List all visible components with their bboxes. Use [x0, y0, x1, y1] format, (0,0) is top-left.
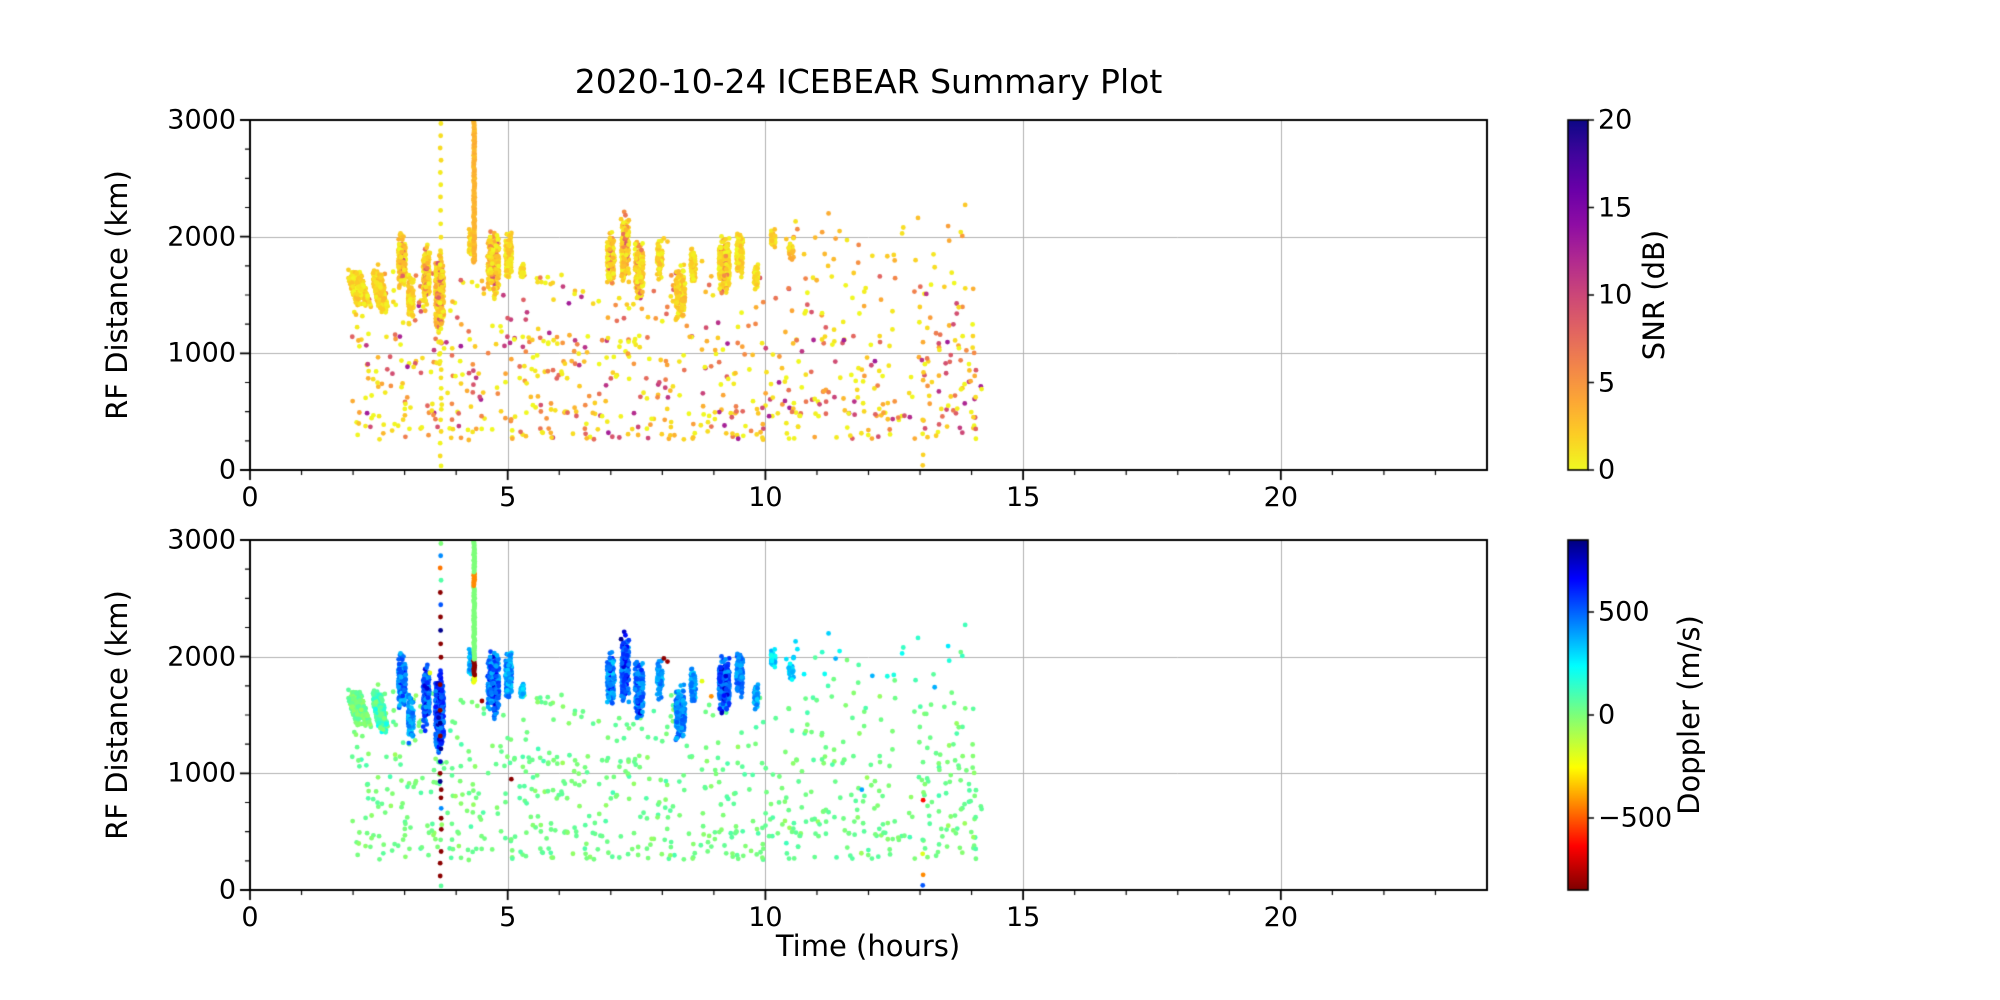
colorbar-tick-label: 5	[1598, 367, 1616, 398]
x-tick-label: 15	[1005, 902, 1041, 933]
y-axis-label-snr-panel: RF Distance (km)	[100, 170, 135, 420]
colorbar-tick-label: 15	[1598, 192, 1633, 223]
x-tick-label: 5	[499, 902, 517, 933]
y-tick-label: 3000	[167, 524, 236, 556]
colorbar-label-snr: SNR (dB)	[1637, 229, 1672, 361]
y-tick-label: 2000	[167, 221, 236, 253]
x-tick-label: 10	[748, 902, 783, 933]
x-tick-label: 20	[1263, 902, 1299, 933]
colorbar-tick-label: 0	[1598, 699, 1616, 731]
y-tick-label: 1000	[167, 757, 236, 789]
x-tick-label: 0	[241, 902, 259, 933]
y-tick-label: 2000	[167, 641, 236, 673]
y-tick-label: 0	[218, 874, 236, 906]
x-axis-label: Time (hours)	[775, 929, 961, 963]
colorbar-tick-label: 500	[1598, 596, 1650, 628]
y-tick-label: 0	[218, 454, 236, 486]
colorbar-tick-label: 0	[1598, 454, 1616, 486]
x-tick-label: 10	[748, 482, 783, 513]
colorbar-tick-label: 10	[1598, 279, 1633, 311]
x-tick-label: 0	[241, 482, 259, 513]
y-tick-label: 3000	[167, 104, 236, 136]
colorbar-label-doppler: Doppler (m/s)	[1672, 615, 1707, 815]
colorbar-tick-label: −500	[1598, 802, 1673, 834]
figure-title: 2020-10-24 ICEBEAR Summary Plot	[574, 62, 1163, 101]
colorbar-tick-label: 20	[1598, 104, 1633, 136]
y-axis-label-doppler-panel: RF Distance (km)	[100, 590, 135, 840]
x-tick-label: 5	[499, 482, 517, 513]
y-tick-label: 1000	[167, 337, 236, 369]
x-tick-label: 15	[1005, 482, 1041, 513]
x-tick-label: 20	[1263, 482, 1299, 513]
